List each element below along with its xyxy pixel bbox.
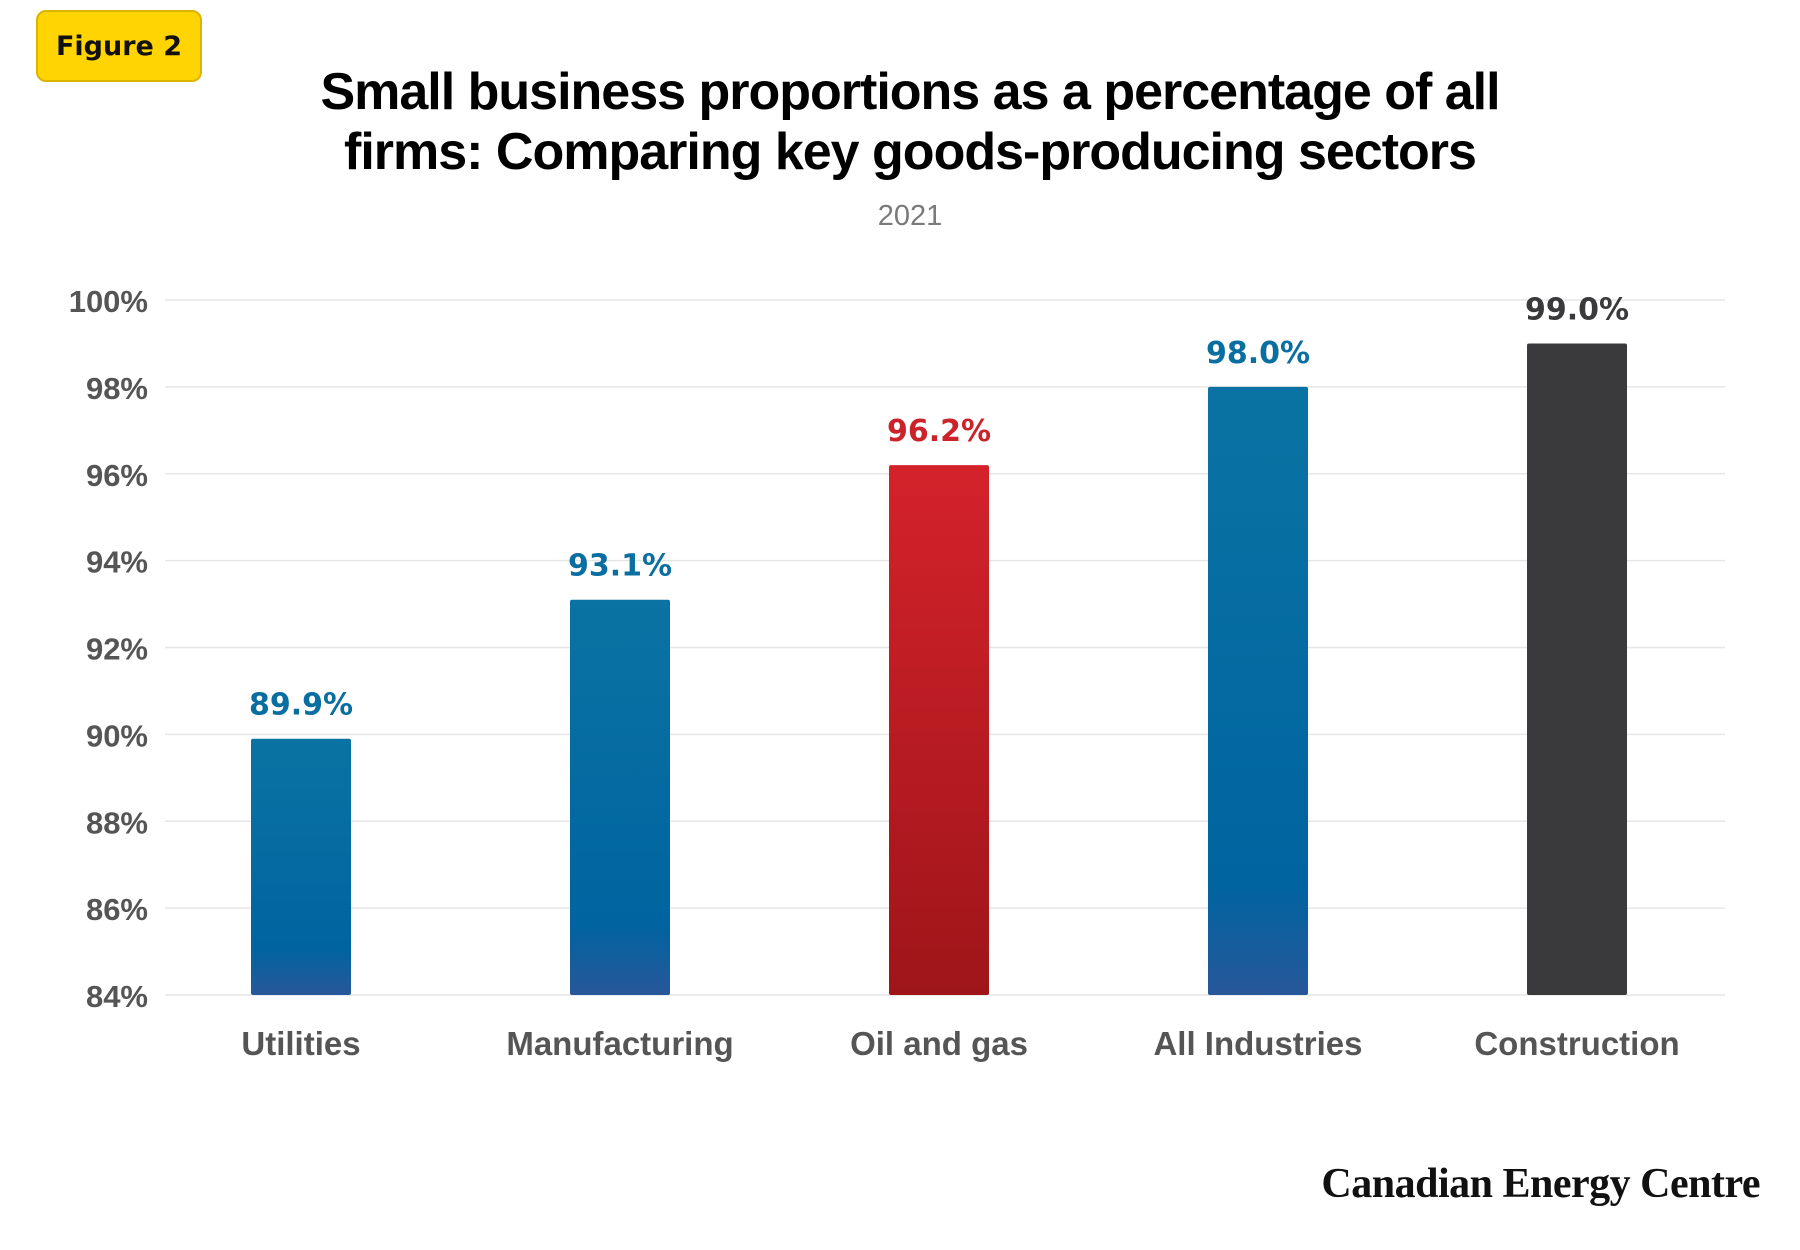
bars [251,343,1627,995]
data-label: 96.2% [887,414,991,449]
y-axis: 84% 86% 88% 90% 92% 94% 96% 98% 100% [69,284,148,1014]
figure-badge: Figure 2 [36,10,202,82]
bar [251,738,351,995]
bar [1527,343,1627,995]
data-label: 93.1% [568,549,672,584]
x-tick-label: Oil and gas [850,1025,1028,1062]
data-label: 98.0% [1206,336,1310,371]
data-label: 99.0% [1525,292,1629,327]
y-tick-label: 100% [69,284,148,319]
y-tick-label: 86% [86,892,148,927]
bar [1208,386,1308,995]
data-label: 89.9% [249,688,353,723]
chart-title-line-2: firms: Comparing key goods-producing sec… [344,123,1477,181]
bar [570,599,670,995]
chart-subtitle: 2021 [877,200,943,232]
x-tick-label: Utilities [241,1025,360,1062]
x-tick-label: All Industries [1153,1025,1362,1062]
bar [889,465,989,995]
y-tick-label: 92% [86,632,148,667]
x-tick-label: Construction [1474,1025,1679,1062]
y-tick-label: 94% [86,545,148,580]
y-tick-label: 88% [86,805,148,840]
y-tick-label: 98% [86,371,148,406]
value-labels: 89.9% 93.1% 96.2% 98.0% 99.0% [249,292,1629,722]
chart-title-line-1: Small business proportions as a percenta… [320,63,1500,121]
chart-title: Small business proportions as a percenta… [250,62,1570,182]
y-tick-label: 96% [86,458,148,493]
y-tick-label: 90% [86,718,148,753]
x-tick-label: Manufacturing [506,1025,733,1062]
x-axis: Utilities Manufacturing Oil and gas All Ind… [241,1025,1679,1062]
y-tick-label: 84% [86,979,148,1014]
canadian-energy-centre-logo: Canadian Energy Centre [1321,1161,1760,1207]
